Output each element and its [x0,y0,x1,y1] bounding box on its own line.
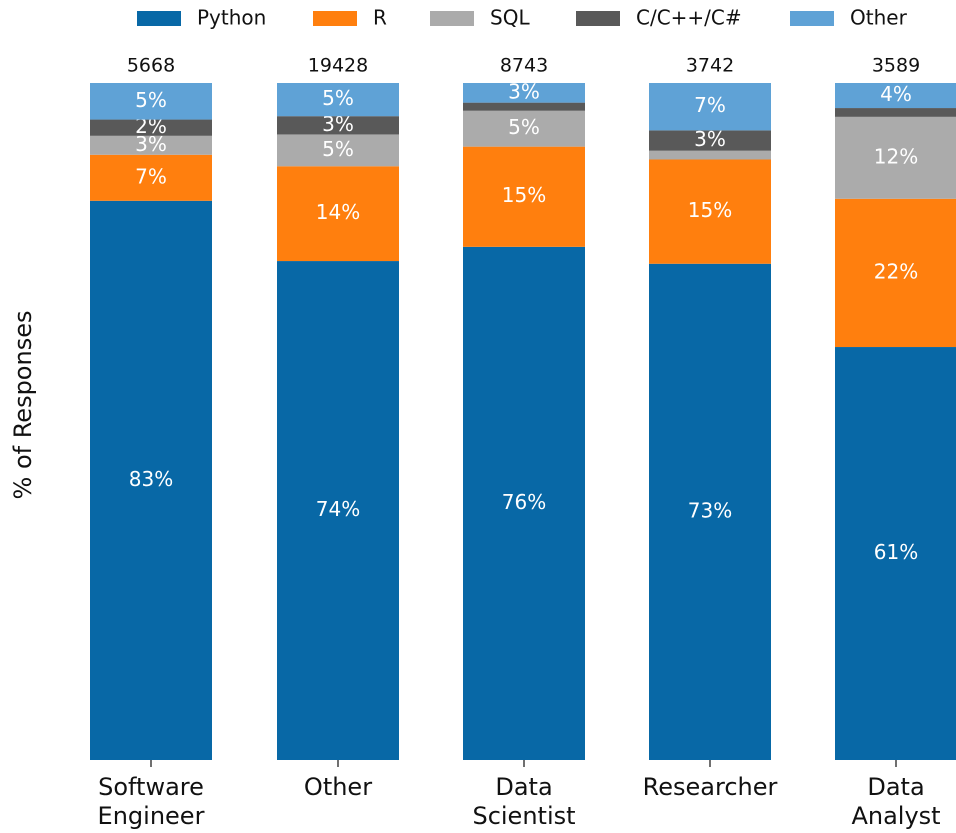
legend-label: Python [197,6,266,30]
bar-segment [90,135,212,155]
value-label: 73% [688,498,732,522]
value-label: 4% [880,82,912,106]
total-label: 3742 [686,55,734,77]
value-label: 5% [322,137,354,161]
value-label: 3% [694,127,726,151]
value-label: 14% [316,200,360,224]
bar-segment [90,154,212,201]
value-label: 5% [135,88,167,112]
bar-segment [277,166,399,262]
bar-segment [835,116,956,199]
bar-segment [649,263,771,760]
bar-segment [649,150,771,160]
bar-segment [649,83,771,131]
value-label: 76% [502,490,546,514]
bar-segment [835,83,956,109]
value-label: 15% [688,198,732,222]
legend-swatch [576,11,620,26]
bar-segment [90,83,212,120]
legend-swatch [137,11,181,26]
bar-segment [463,110,585,147]
total-label: 8743 [500,55,548,77]
bar-segment [463,146,585,247]
bar-segment [463,83,585,103]
total-label: 5668 [127,55,175,77]
bar-segment [463,102,585,111]
bar-segment [90,200,212,761]
value-label: 3% [508,79,540,103]
y-axis-label: % of Responses [9,311,37,500]
legend-swatch [790,11,834,26]
bar-segment [649,130,771,151]
value-label: 7% [694,93,726,117]
value-label: 74% [316,497,360,521]
bar-segment [277,261,399,760]
value-label: 5% [508,115,540,139]
x-tick-label: Data Scientist [472,773,576,830]
legend-label: SQL [490,6,530,30]
bar-segment [277,116,399,135]
value-label: 12% [874,144,918,168]
value-label: 61% [874,540,918,564]
bar-segment [835,347,956,760]
total-label: 19428 [308,55,368,77]
bar-segment [649,159,771,264]
bar-segment [90,119,212,136]
total-label: 3589 [872,55,920,77]
legend-swatch [430,11,474,26]
legend-label: Other [850,6,908,30]
x-tick-label: Software Engineer [97,773,205,830]
value-label: 7% [135,164,167,188]
value-label: 22% [874,259,918,283]
bar-segment [835,198,956,348]
bar-segment [835,108,956,117]
legend-label: C/C++/C# [636,6,742,30]
legend-swatch [313,11,357,26]
value-label: 5% [322,86,354,110]
bar-segment [277,134,399,167]
x-tick-label: Researcher [642,773,778,801]
value-label: 83% [129,467,173,491]
value-label: 15% [502,183,546,207]
bar-segment [463,246,585,761]
x-tick-label: Other [303,773,373,801]
bar-segment [277,83,399,117]
x-tick-label: Data Analyst [851,773,941,830]
legend-label: R [373,6,387,30]
